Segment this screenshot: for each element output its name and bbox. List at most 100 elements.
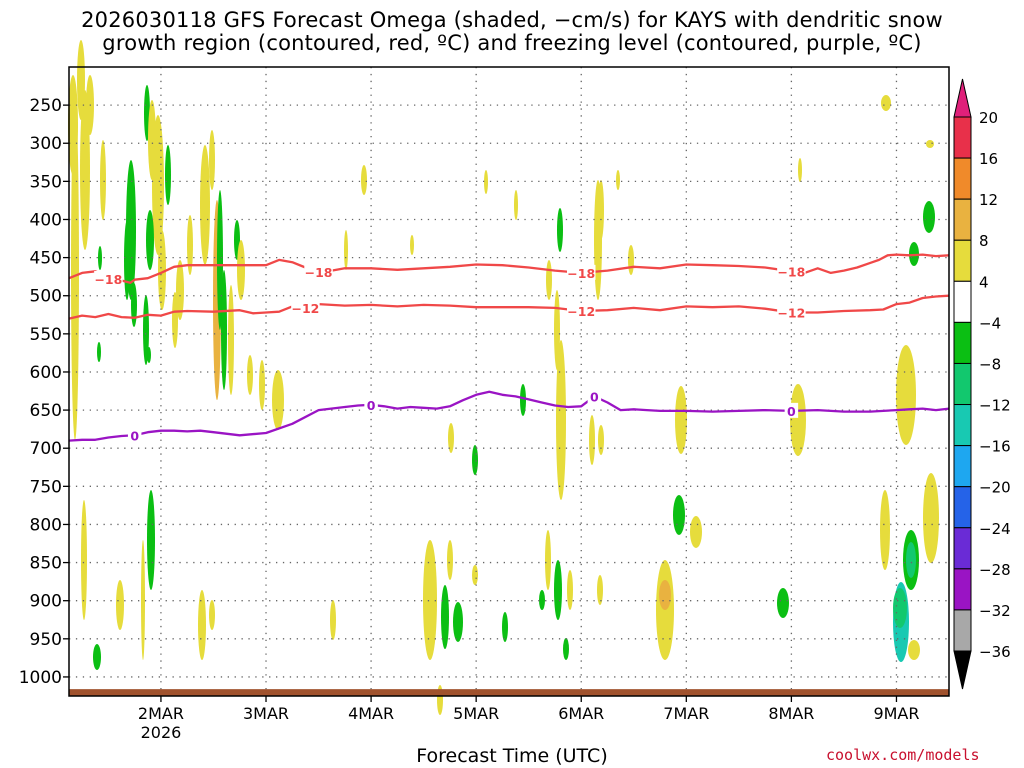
ground-surface [69,689,949,696]
y-tick-label: 950 [30,630,62,650]
colorbar-swatch [953,609,972,652]
colorbar-label: 20 [979,109,998,127]
y-axis: 250 300 350 400 450 500 550 600 650 700 750 800 850 9… [19,96,69,688]
omega-shading-cell [131,283,137,327]
y-tick-label: 600 [30,363,62,383]
contour-label: −18 [777,264,805,279]
omega-shading-cell [520,384,526,416]
contour-label-background [291,299,320,315]
omega-shading-cell [563,638,569,660]
colorbar-swatch [953,568,972,611]
omega-shading-cell [539,590,545,610]
contour-label-background [777,304,806,320]
omega-shading-cell [453,602,463,642]
omega-shading-cell [187,215,193,275]
x-tick-label: 2MAR [138,704,184,723]
x-tick-label: 4MAR [348,704,394,723]
omega-shading-cell [798,158,802,182]
colorbar-swatch [953,198,972,241]
colorbar-top-arrow [953,78,972,118]
omega-shading-cell [71,100,79,440]
y-tick-label: 900 [30,592,62,612]
omega-shading-cell [80,90,90,250]
x-tick-label: 7MAR [663,704,709,723]
colorbar-label: 8 [979,232,989,250]
colorbar-swatch [953,116,972,159]
omega-shading-cell [209,600,215,630]
contour-label-background [94,270,123,286]
contour-label: −18 [94,272,122,287]
omega-shading-cell [200,145,210,265]
omega-shading-cell [198,590,206,660]
contour-label: −12 [777,306,805,321]
contour-labels: −18 −18 −18 −18 −12 −12 −12 0 0 0 0 [94,263,806,443]
omega-shading-cell [141,540,145,660]
omega-shading-cell [116,580,124,630]
omega-shading-cell [908,640,920,660]
omega-shading-cell [330,600,336,640]
omega-shading-cell [906,542,916,578]
contour-label: −12 [567,304,595,319]
omega-shading-cell [659,580,671,610]
omega-shading-cell [589,415,595,465]
omega-shading-cell [221,270,227,390]
contour-label-background [784,402,799,418]
contour-label: −18 [305,265,333,280]
y-tick-label: 750 [30,477,62,497]
omega-shading-cell [545,530,551,590]
omega-shading-cell [616,170,620,190]
colorbar-label: 16 [979,150,998,168]
contour-label: 0 [590,389,599,404]
omega-shading-cell [272,370,284,430]
colorbar-bottom-arrow [953,650,972,690]
omega-shading-cell [881,95,891,111]
omega-shading-cell [447,540,453,580]
omega-shading-cell [472,565,478,585]
omega-shading-cell [247,355,253,395]
contour-line [68,253,950,284]
chart-title-line-2: growth region (contoured, red, ºC) and f… [102,31,922,55]
chart-title-line-1: 2026030118 GFS Forecast Omega (shaded, −… [81,8,943,32]
omega-shading-cell [147,347,151,363]
contour-label-background [777,263,806,279]
omega-shading-cell [923,201,935,233]
y-tick-label: 300 [30,134,62,154]
y-tick-label: 500 [30,287,62,307]
contour-label-background [127,427,142,443]
omega-shading-cell [429,570,435,610]
x-axis-label: Forecast Time (UTC) [416,745,608,767]
colorbar-swatch [953,239,972,282]
omega-shading-cell [554,560,562,620]
omega-shading-cell [690,516,702,548]
contour-line [68,294,950,320]
omega-shading-cell [158,230,166,310]
colorbar-label: −16 [979,438,1011,456]
x-tick-label: 3MAR [243,704,289,723]
omega-shading-cell [176,260,184,320]
colorbar-label: −12 [979,397,1011,415]
omega-shading-cell [361,165,367,195]
omega-shading-cell [217,190,223,330]
y-tick-label: 250 [30,96,62,116]
colorbar-swatch [953,157,972,200]
omega-shading-cell [98,246,102,270]
omega-shading-cell [659,615,671,655]
colorbar-swatch [953,321,972,364]
omega-shading-cell [777,588,789,618]
omega-shading-cell [514,190,518,220]
colorbar-label: −36 [979,643,1011,661]
y-tick-label: 550 [30,325,62,345]
omega-shading-cell [143,295,149,365]
colorbar-label: −32 [979,602,1011,620]
omega-shading-cell [441,585,449,649]
omega-shading-cell [259,360,265,410]
y-tick-label: 800 [30,515,62,535]
omega-shading-cell [228,285,234,395]
contour-label: 0 [787,404,796,419]
plot-frame [68,66,950,697]
omega-shading-cell [896,345,916,445]
omega-shading-cell [557,208,563,252]
contour-label: 0 [130,428,139,443]
